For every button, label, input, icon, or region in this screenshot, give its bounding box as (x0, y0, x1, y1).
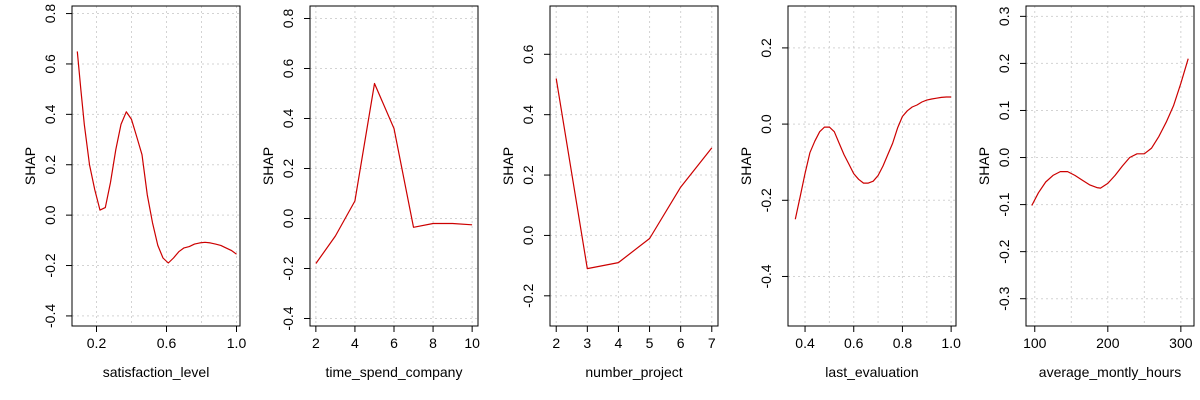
panel-average-montly-hours: 100 200 300 -0.3 -0.2 -0.1 0.0 0.1 0.2 0.3 average… (976, 5, 1195, 380)
x-tick-label: 100 (1023, 335, 1047, 351)
y-tick-label: 0.0 (996, 148, 1012, 168)
plot-frame (1025, 5, 1195, 327)
x-tick-label: 1.0 (941, 335, 961, 351)
y-tick-label: 0.2 (280, 159, 296, 179)
x-tick-label: 5 (646, 335, 654, 351)
x-axis-title: last_evaluation (825, 364, 918, 380)
y-tick-label: 0.0 (520, 225, 536, 245)
x-tick-label: 0.4 (795, 335, 815, 351)
y-tick-label: 0.0 (758, 114, 774, 134)
x-axis-title: time_spend_company (326, 364, 463, 380)
y-axis-title: SHAP (260, 147, 276, 185)
y-tick-label: -0.3 (996, 286, 1012, 310)
y-tick-label: 0.2 (42, 155, 58, 175)
y-tick-label: 0.2 (996, 53, 1012, 73)
shap-series-line (1031, 58, 1189, 206)
x-tick-label: 8 (429, 335, 437, 351)
x-axis-title: average_montly_hours (1039, 364, 1181, 380)
y-tick-label: -0.2 (42, 253, 58, 277)
y-tick-label: -0.4 (758, 264, 774, 288)
y-axis-title: SHAP (976, 147, 992, 185)
x-tick-label: 0.6 (157, 335, 177, 351)
x-tick-label: 6 (677, 335, 685, 351)
plot-frame (71, 5, 241, 327)
y-tick-label: 0.3 (996, 6, 1012, 26)
x-tick-label: 2 (312, 335, 320, 351)
plot-frame (549, 5, 719, 327)
y-tick-label: -0.2 (996, 239, 1012, 263)
y-tick-label: 0.8 (280, 9, 296, 29)
shap-series-line (76, 51, 237, 264)
x-tick-label: 4 (615, 335, 623, 351)
x-tick-label: 0.8 (893, 335, 913, 351)
panel-satisfaction-level: 0.2 0.6 1.0 -0.4 -0.2 0.0 0.2 0.4 0.6 0.8 satisfac… (22, 4, 246, 380)
x-axis-title: satisfaction_level (103, 364, 210, 380)
y-tick-label: 0.0 (280, 209, 296, 229)
y-tick-label: -0.2 (758, 188, 774, 212)
x-tick-label: 10 (464, 335, 480, 351)
x-tick-label: 1.0 (227, 335, 247, 351)
y-tick-label: 0.8 (42, 4, 58, 24)
y-tick-label: 0.4 (42, 104, 58, 124)
x-tick-label: 0.2 (87, 335, 107, 351)
y-axis-title: SHAP (738, 147, 754, 185)
x-tick-label: 3 (583, 335, 591, 351)
y-tick-label: 0.2 (758, 38, 774, 58)
y-tick-label: -0.4 (280, 306, 296, 330)
y-axis-title: SHAP (22, 147, 38, 185)
y-tick-label: -0.4 (42, 304, 58, 328)
y-tick-label: 0.6 (520, 44, 536, 64)
x-tick-label: 300 (1169, 335, 1193, 351)
x-axis-title: number_project (585, 364, 682, 380)
panel-time-spend-company: 2 4 6 8 10 -0.4 -0.2 0.0 0.2 0.4 0.6 0.8 time_spend_… (260, 5, 480, 380)
y-tick-label: 0.6 (280, 59, 296, 79)
y-tick-label: 0.0 (42, 205, 58, 225)
y-tick-label: 0.2 (520, 165, 536, 185)
x-tick-label: 4 (351, 335, 359, 351)
y-tick-label: 0.6 (42, 54, 58, 74)
panel-number-project: 2 3 4 5 6 7 -0.2 0.0 0.2 0.4 0.6 number_project SHAP (500, 5, 719, 380)
y-axis-title: SHAP (500, 147, 516, 185)
y-tick-label: -0.2 (520, 284, 536, 308)
x-tick-label: 7 (708, 335, 716, 351)
x-tick-label: 2 (552, 335, 560, 351)
panel-last-evaluation: 0.4 0.6 0.8 1.0 -0.4 -0.2 0.0 0.2 last_evaluatio… (738, 5, 961, 380)
y-tick-label: -0.2 (280, 256, 296, 280)
shap-series-line (794, 96, 952, 220)
shap-series-line (315, 82, 473, 264)
y-tick-label: -0.1 (996, 192, 1012, 216)
y-tick-label: 0.4 (280, 109, 296, 129)
shap-series-line (555, 78, 713, 270)
x-tick-label: 0.6 (844, 335, 864, 351)
y-tick-label: 0.4 (520, 105, 536, 125)
plot-frame (787, 5, 957, 327)
x-tick-label: 6 (390, 335, 398, 351)
y-tick-label: 0.1 (996, 101, 1012, 121)
x-tick-label: 200 (1096, 335, 1120, 351)
